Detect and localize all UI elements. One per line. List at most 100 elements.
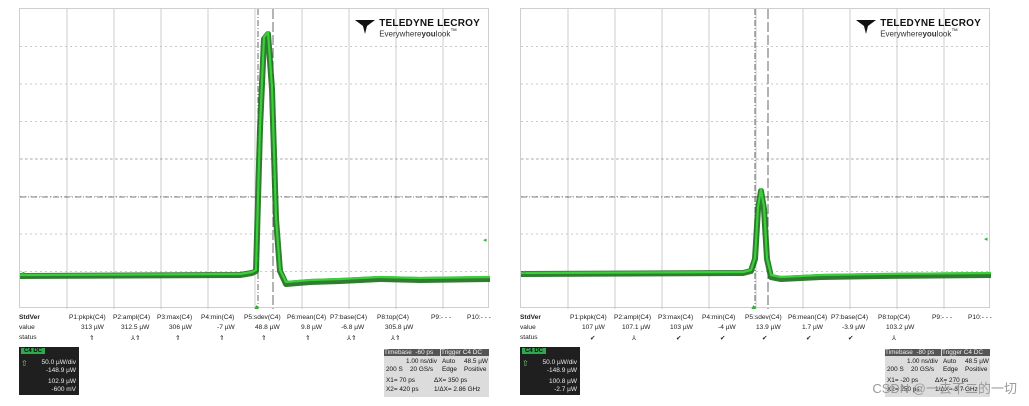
param-label[interactable]: P5:sdev(C4) [244, 314, 281, 321]
timebase-rate: 20 GS/s [410, 366, 434, 373]
status-label: StdVer [520, 314, 541, 321]
left-channel-descriptor[interactable]: C4 DC ⇧ 50.0 µW/div -148.9 µW 102.9 µW -… [19, 347, 79, 395]
param-status-icon: ⅄ [892, 335, 897, 342]
param-label[interactable]: P1:pkpk(C4) [570, 314, 607, 321]
cursor-x1: X1= -20 ps [887, 377, 919, 384]
trigger-mode: Auto [943, 358, 957, 365]
param-status-icon: ✔ [848, 335, 854, 342]
brand-tagline: Everywhereyoulook™ [379, 28, 458, 39]
left-scope-panel: ◂ ▲ ◂ TELEDYNE LECROY Everywhereyoulook™… [19, 0, 491, 406]
channel-value-2: -2.7 µW [554, 386, 577, 393]
trigger-header: Trigger C4 DC [441, 349, 489, 356]
trigger-slope: Positive [965, 366, 988, 373]
param-label[interactable]: P8:top(C4) [377, 314, 409, 321]
trigger-level: 48.5 µW [965, 358, 989, 365]
param-status-icon: ⇑ [261, 335, 267, 342]
right-level-marker: ◂ [984, 236, 988, 243]
param-status-icon: ⅄⇑ [347, 335, 357, 342]
param-label[interactable]: P9:- - - [932, 314, 953, 321]
param-label[interactable]: P10:- - - [467, 314, 491, 321]
param-label[interactable]: P3:max(C4) [157, 314, 193, 321]
cursor-inv-dx: 1/ΔX= 2.86 GHz [434, 386, 481, 393]
param-status-icon: ✔ [806, 335, 812, 342]
right-brand-logo: TELEDYNE LECROY Everywhereyoulook™ [856, 18, 981, 39]
timebase-header: Timebase -60 ps [384, 349, 440, 356]
left-param-header-row: StdVer P1:pkpk(C4) P2:ampl(C4) P3:max(C4… [19, 314, 491, 324]
left-trigger-marker: ▲ [253, 304, 260, 309]
param-label[interactable]: P3:max(C4) [658, 314, 694, 321]
right-timebase-trigger-box[interactable]: Timebase -80 ps Trigger C4 DC 1.00 ns/di… [885, 349, 990, 397]
left-waveform-svg: ◂ ▲ ◂ [20, 9, 490, 309]
left-brand-logo: TELEDYNE LECROY Everywhereyoulook™ [355, 18, 480, 39]
param-label[interactable]: P7:base(C4) [330, 314, 368, 321]
param-value: 103.2 µW [886, 324, 915, 331]
timebase-samples: 200 S [386, 366, 403, 373]
channel-offset: -148.9 µW [45, 367, 76, 374]
channel-value-1: 100.8 µW [549, 378, 577, 385]
timebase-header: Timebase -80 ps [885, 349, 941, 356]
param-status-icon: ⇑ [175, 335, 181, 342]
left-waveform-screen[interactable]: ◂ ▲ ◂ TELEDYNE LECROY Everywhereyoulook™ [19, 8, 490, 309]
param-value: 313 µW [81, 324, 104, 331]
param-status-icon: ⇑ [89, 335, 95, 342]
param-label[interactable]: P9:- - - [431, 314, 452, 321]
right-channel-descriptor[interactable]: C4 DC ⇧ 50.0 µW/div -148.9 µW 100.8 µW -… [520, 347, 580, 395]
param-label[interactable]: P4:min(C4) [702, 314, 736, 321]
param-value: 305.8 µW [385, 324, 414, 331]
cursor-x1: X1= 70 ps [386, 377, 415, 384]
cursor-inv-dx: 1/ΔX= 3.7 GHz [935, 386, 978, 393]
cursor-dx: ΔX= 350 ps [434, 377, 468, 384]
right-waveform-screen[interactable]: ◂ ▲ ◂ TELEDYNE LECROY Everywhereyoulook™ [520, 8, 991, 309]
channel-offset: -148.9 µW [546, 367, 577, 374]
param-status-icon: ✔ [590, 335, 596, 342]
param-value: 48.8 µW [255, 324, 280, 331]
param-status-icon: ⅄ [632, 335, 637, 342]
param-label[interactable]: P4:min(C4) [201, 314, 235, 321]
param-value: 9.8 µW [301, 324, 323, 331]
right-param-status-row: status ✔ ⅄ ✔ ✔ ✔ ✔ ✔ ⅄ [520, 334, 990, 344]
trigger-type: Edge [943, 366, 958, 373]
cursor-x2: X2= 420 ps [386, 386, 419, 393]
param-label[interactable]: P1:pkpk(C4) [69, 314, 106, 321]
trigger-type: Edge [442, 366, 457, 373]
brand-name: TELEDYNE LECROY [379, 18, 480, 29]
left-trace [20, 30, 490, 284]
right-measurement-table: StdVer P1:pkpk(C4) P2:ampl(C4) P3:max(C4… [520, 314, 992, 344]
param-label[interactable]: P8:top(C4) [878, 314, 910, 321]
channel-badge: C4 DC [522, 348, 547, 354]
left-timebase-trigger-box[interactable]: Timebase -60 ps Trigger C4 DC 1.00 ns/di… [384, 349, 489, 397]
param-label[interactable]: P10:- - - [968, 314, 992, 321]
right-ground-marker: ◂ [522, 269, 526, 276]
cursor-dx: ΔX= 270 ps [935, 377, 969, 384]
param-status-icon: ⅄⇑ [391, 335, 401, 342]
right-trigger-marker: ▲ [750, 304, 757, 309]
param-status-icon: ✔ [720, 335, 726, 342]
param-label[interactable]: P7:base(C4) [831, 314, 869, 321]
timebase-samples: 200 S [887, 366, 904, 373]
trigger-slope: Positive [464, 366, 487, 373]
teledyne-logo-icon [856, 20, 877, 34]
teledyne-logo-icon [355, 20, 376, 34]
param-value: -6.8 µW [341, 324, 365, 331]
left-param-status-row: status ⇑ ⅄⇑ ⇑ ⇑ ⇑ ⇑ ⅄⇑ ⅄⇑ [19, 334, 489, 344]
param-label[interactable]: P2:ampl(C4) [614, 314, 652, 321]
timebase-rate: 20 GS/s [911, 366, 935, 373]
param-label[interactable]: P5:sdev(C4) [745, 314, 782, 321]
trigger-level: 48.5 µW [464, 358, 488, 365]
right-param-value-row: value 107 µW 107.1 µW 103 µW -4 µW 13.9 … [520, 324, 990, 334]
param-label[interactable]: P2:ampl(C4) [113, 314, 151, 321]
param-value: 103 µW [670, 324, 693, 331]
param-label[interactable]: P6:mean(C4) [788, 314, 828, 321]
right-param-header-row: StdVer P1:pkpk(C4) P2:ampl(C4) P3:max(C4… [520, 314, 992, 324]
param-label[interactable]: P6:mean(C4) [287, 314, 327, 321]
brand-name: TELEDYNE LECROY [880, 18, 981, 29]
brand-tagline: Everywhereyoulook™ [880, 28, 959, 39]
channel-arrow-icon: ⇧ [21, 359, 28, 368]
channel-value-2: -600 mV [51, 386, 76, 393]
param-status-icon: ⇑ [219, 335, 225, 342]
param-status-icon: ⇑ [305, 335, 311, 342]
trigger-header: Trigger C4 DC [942, 349, 990, 356]
cursor-x2: X2= 250 ps [887, 386, 920, 393]
timebase-scale: 1.00 ns/div [406, 358, 437, 365]
channel-scale: 50.0 µW/div [41, 359, 76, 366]
